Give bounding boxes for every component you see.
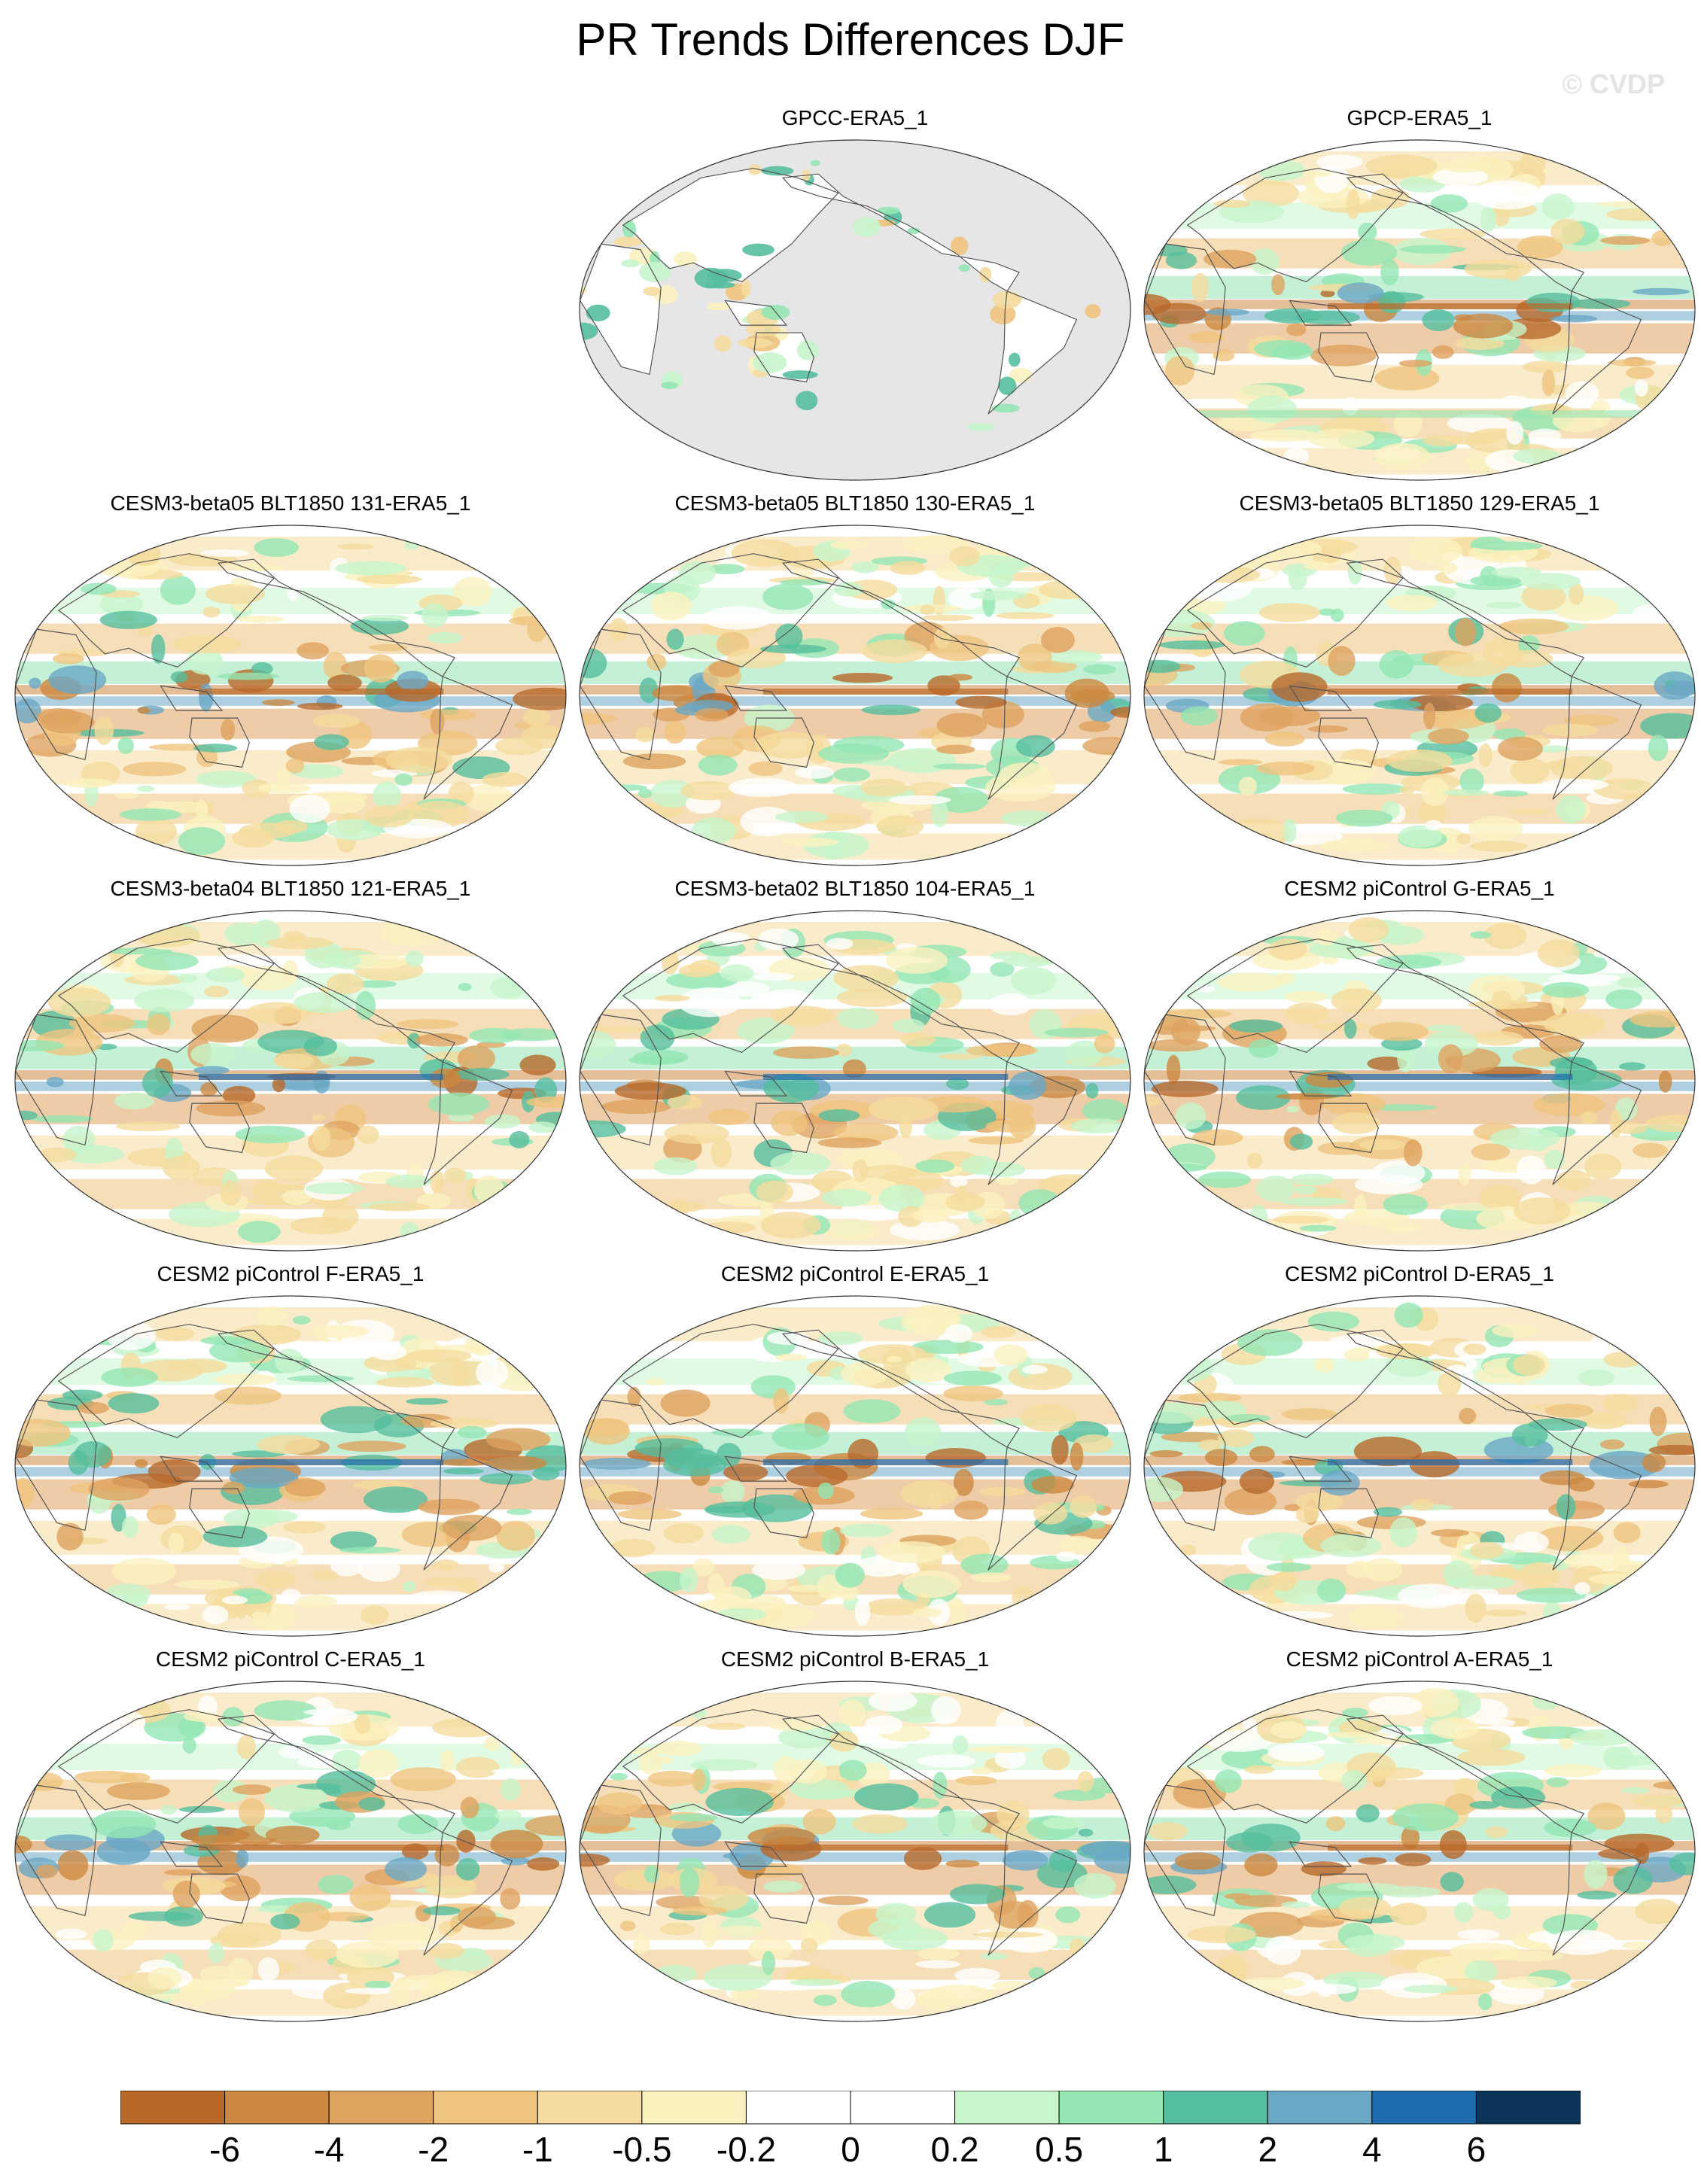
colorbar-swatch	[1475, 2091, 1581, 2125]
map-panel: GPCC-ERA5_1	[577, 105, 1133, 482]
world-map	[14, 1295, 567, 1637]
world-map	[1143, 1295, 1696, 1637]
colorbar-swatch	[1371, 2091, 1477, 2125]
panel-title: CESM2 piControl E-ERA5_1	[720, 1262, 990, 1285]
colorbar-tick-label: 6	[1466, 2130, 1486, 2169]
colorbar-tick-label: 0	[841, 2130, 860, 2169]
colorbar-tick-label: -6	[209, 2130, 241, 2169]
map-panel: CESM2 piControl G-ERA5_1	[1141, 876, 1698, 1252]
cvdp-watermark: © CVDP	[1562, 68, 1665, 99]
colorbar-swatch	[954, 2091, 1060, 2125]
panel-title: CESM2 piControl G-ERA5_1	[1284, 877, 1555, 900]
map-panel: CESM3-beta05 BLT1850 129-ERA5_1	[1141, 491, 1698, 867]
colorbar-swatch	[433, 2091, 538, 2125]
map-panel: CESM2 piControl B-ERA5_1	[577, 1647, 1133, 2023]
colorbar-tick-label: -4	[313, 2130, 345, 2169]
map-panel: CESM3-beta04 BLT1850 121-ERA5_1	[12, 876, 569, 1252]
colorbar-swatch	[1163, 2091, 1268, 2125]
colorbar-swatch	[1267, 2091, 1373, 2125]
figure-title: PR Trends Differences DJF	[576, 14, 1125, 65]
colorbar-tick-label: 1	[1153, 2130, 1173, 2169]
colorbar-swatch	[641, 2091, 747, 2125]
panel-title: CESM3-beta05 BLT1850 129-ERA5_1	[1239, 491, 1600, 515]
panel-title: CESM2 piControl D-ERA5_1	[1285, 1262, 1554, 1285]
colorbar-swatch	[224, 2091, 330, 2125]
colorbar-tick-label: 0.2	[930, 2130, 979, 2169]
colorbar-swatch	[850, 2091, 956, 2125]
world-map	[1143, 139, 1696, 481]
colorbar-swatch	[120, 2091, 226, 2125]
panel-title: CESM3-beta04 BLT1850 121-ERA5_1	[110, 877, 471, 900]
map-panel: CESM2 piControl F-ERA5_1	[12, 1261, 569, 1638]
world-map	[579, 525, 1131, 866]
panel-title: CESM2 piControl C-ERA5_1	[156, 1647, 425, 1671]
map-panel: CESM2 piControl E-ERA5_1	[577, 1261, 1133, 1638]
panel-title: CESM3-beta05 BLT1850 131-ERA5_1	[110, 491, 471, 515]
panel-title: CESM2 piControl B-ERA5_1	[720, 1647, 990, 1671]
world-map	[14, 910, 567, 1252]
colorbar-swatch	[328, 2091, 434, 2125]
colorbar-swatch	[537, 2091, 643, 2125]
colorbar-tick-label: -0.5	[612, 2130, 672, 2169]
colorbar-swatch	[1058, 2091, 1164, 2125]
panel-title: CESM3-beta02 BLT1850 104-ERA5_1	[674, 877, 1036, 900]
colorbar-tick-label: 2	[1258, 2130, 1278, 2169]
colorbar-tick-label: -1	[522, 2130, 553, 2169]
world-map	[579, 1295, 1131, 1637]
world-map	[579, 1681, 1131, 2022]
map-panel: CESM2 piControl A-ERA5_1	[1141, 1647, 1698, 2023]
panel-title: CESM2 piControl A-ERA5_1	[1286, 1647, 1553, 1671]
panel-title: CESM2 piControl F-ERA5_1	[157, 1262, 424, 1285]
map-panel: GPCP-ERA5_1	[1141, 105, 1698, 482]
panel-title: GPCP-ERA5_1	[1346, 106, 1493, 129]
world-map	[14, 525, 567, 866]
panel-title: CESM3-beta05 BLT1850 130-ERA5_1	[674, 491, 1036, 515]
world-map	[579, 139, 1131, 481]
colorbar-tick-label: -0.2	[716, 2130, 777, 2169]
colorbar-swatch	[745, 2091, 851, 2125]
map-panel: CESM3-beta02 BLT1850 104-ERA5_1	[577, 876, 1133, 1252]
world-map	[579, 910, 1131, 1252]
map-panel: CESM3-beta05 BLT1850 130-ERA5_1	[577, 491, 1133, 867]
world-map	[14, 1681, 567, 2022]
map-panel: CESM2 piControl C-ERA5_1	[12, 1647, 569, 2023]
panel-title: GPCC-ERA5_1	[781, 106, 929, 129]
colorbar-tick-label: -2	[418, 2130, 449, 2169]
colorbar	[120, 2091, 1581, 2125]
colorbar-tick-label: 0.5	[1035, 2130, 1084, 2169]
colorbar-tick-label: 4	[1362, 2130, 1382, 2169]
map-panel: CESM2 piControl D-ERA5_1	[1141, 1261, 1698, 1638]
world-map	[1143, 525, 1696, 866]
world-map	[1143, 1681, 1696, 2022]
world-map	[1143, 910, 1696, 1252]
map-panel: CESM3-beta05 BLT1850 131-ERA5_1	[12, 491, 569, 867]
